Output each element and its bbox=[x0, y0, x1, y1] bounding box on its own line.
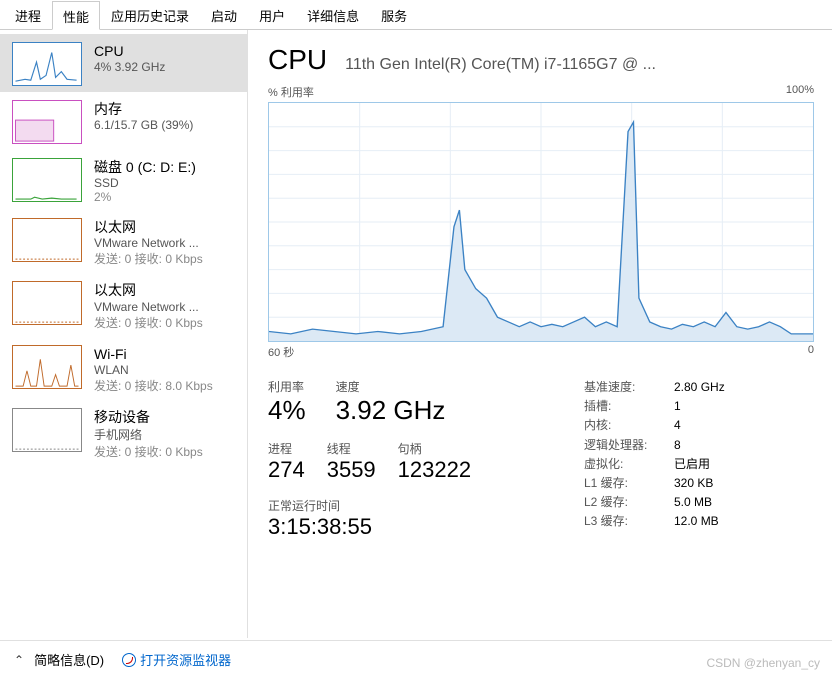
sidebar-title: 内存 bbox=[94, 100, 235, 118]
sidebar-item-mobile[interactable]: 移动设备手机网络发送: 0 接收: 0 Kbps bbox=[0, 400, 247, 466]
info-key: 内核: bbox=[584, 416, 674, 435]
watermark: CSDN @zhenyan_cy bbox=[706, 656, 820, 670]
sidebar-line2: 发送: 0 接收: 0 Kbps bbox=[94, 443, 235, 460]
med-stat-label: 句柄 bbox=[398, 440, 471, 457]
tab-5[interactable]: 详细信息 bbox=[296, 0, 370, 29]
sidebar-line1: 手机网络 bbox=[94, 426, 235, 443]
sidebar-line2: 发送: 0 接收: 0 Kbps bbox=[94, 250, 235, 267]
tabs-bar: 进程性能应用历史记录启动用户详细信息服务 bbox=[0, 0, 832, 30]
info-key: 基准速度: bbox=[584, 378, 674, 397]
sidebar-title: 以太网 bbox=[94, 281, 235, 299]
big-stat-label: 利用率 bbox=[268, 378, 306, 395]
sidebar-line2: 2% bbox=[94, 190, 235, 204]
info-row-0: 基准速度:2.80 GHz bbox=[584, 378, 814, 397]
info-row-1: 插槽:1 bbox=[584, 397, 814, 416]
sidebar-item-eth1[interactable]: 以太网VMware Network ...发送: 0 接收: 0 Kbps bbox=[0, 273, 247, 336]
big-stat-value: 3.92 GHz bbox=[336, 395, 446, 426]
sidebar-title: 以太网 bbox=[94, 218, 235, 236]
info-key: L1 缓存: bbox=[584, 474, 674, 493]
tab-3[interactable]: 启动 bbox=[200, 0, 248, 29]
tab-6[interactable]: 服务 bbox=[370, 0, 418, 29]
sidebar-line1: SSD bbox=[94, 176, 235, 190]
chart-top-left-label: % 利用率 bbox=[268, 84, 314, 100]
info-row-7: L3 缓存:12.0 MB bbox=[584, 512, 814, 531]
sidebar: CPU4% 3.92 GHz内存6.1/15.7 GB (39%)磁盘 0 (C… bbox=[0, 30, 248, 638]
thumb-cpu bbox=[12, 42, 82, 86]
sidebar-title: 磁盘 0 (C: D: E:) bbox=[94, 158, 235, 176]
chart-top-right-label: 100% bbox=[786, 84, 814, 100]
sidebar-line2: 发送: 0 接收: 0 Kbps bbox=[94, 314, 235, 331]
info-value: 5.0 MB bbox=[674, 493, 712, 512]
open-resource-monitor-label: 打开资源监视器 bbox=[140, 650, 231, 669]
sidebar-item-mem[interactable]: 内存6.1/15.7 GB (39%) bbox=[0, 92, 247, 150]
info-key: L2 缓存: bbox=[584, 493, 674, 512]
med-stat-value: 123222 bbox=[398, 457, 471, 483]
tab-0[interactable]: 进程 bbox=[4, 0, 52, 29]
info-row-3: 逻辑处理器:8 bbox=[584, 436, 814, 455]
resource-monitor-icon bbox=[122, 653, 136, 667]
thumb-mem bbox=[12, 100, 82, 144]
sidebar-line1: 4% 3.92 GHz bbox=[94, 60, 235, 74]
info-value: 320 KB bbox=[674, 474, 713, 493]
info-key: 虚拟化: bbox=[584, 455, 674, 474]
sidebar-line1: WLAN bbox=[94, 363, 235, 377]
thumb-disk bbox=[12, 158, 82, 202]
thumb-wifi bbox=[12, 345, 82, 389]
med-stat-0: 进程274 bbox=[268, 440, 305, 483]
thumb-mobile bbox=[12, 408, 82, 452]
sidebar-item-wifi[interactable]: Wi-FiWLAN发送: 0 接收: 8.0 Kbps bbox=[0, 337, 247, 400]
med-stat-value: 274 bbox=[268, 457, 305, 483]
page-title: CPU bbox=[268, 44, 327, 76]
med-stat-value: 3559 bbox=[327, 457, 376, 483]
cpu-model: 11th Gen Intel(R) Core(TM) i7-1165G7 @ .… bbox=[345, 56, 814, 74]
med-stat-label: 线程 bbox=[327, 440, 376, 457]
thumb-eth0 bbox=[12, 218, 82, 262]
big-stat-1: 速度3.92 GHz bbox=[336, 378, 446, 426]
tab-1[interactable]: 性能 bbox=[52, 1, 100, 30]
info-key: L3 缓存: bbox=[584, 512, 674, 531]
chevron-down-icon[interactable]: ⌃ bbox=[14, 653, 24, 667]
chart-bottom-left-label: 60 秒 bbox=[268, 344, 294, 360]
uptime-value: 3:15:38:55 bbox=[268, 514, 584, 540]
info-value: 2.80 GHz bbox=[674, 378, 725, 397]
big-stat-value: 4% bbox=[268, 395, 306, 426]
thumb-eth1 bbox=[12, 281, 82, 325]
med-stat-1: 线程3559 bbox=[327, 440, 376, 483]
info-value: 8 bbox=[674, 436, 681, 455]
sidebar-item-cpu[interactable]: CPU4% 3.92 GHz bbox=[0, 34, 247, 92]
sidebar-title: CPU bbox=[94, 42, 235, 60]
cpu-chart[interactable] bbox=[268, 102, 814, 342]
sidebar-item-eth0[interactable]: 以太网VMware Network ...发送: 0 接收: 0 Kbps bbox=[0, 210, 247, 273]
uptime-label: 正常运行时间 bbox=[268, 497, 584, 514]
info-row-4: 虚拟化:已启用 bbox=[584, 455, 814, 474]
sidebar-line1: 6.1/15.7 GB (39%) bbox=[94, 118, 235, 132]
info-value: 4 bbox=[674, 416, 681, 435]
info-row-5: L1 缓存:320 KB bbox=[584, 474, 814, 493]
info-value: 1 bbox=[674, 397, 681, 416]
sidebar-title: 移动设备 bbox=[94, 408, 235, 426]
med-stat-label: 进程 bbox=[268, 440, 305, 457]
big-stat-label: 速度 bbox=[336, 378, 446, 395]
sidebar-line1: VMware Network ... bbox=[94, 300, 235, 314]
chart-bottom-right-label: 0 bbox=[808, 344, 814, 360]
main-panel: CPU 11th Gen Intel(R) Core(TM) i7-1165G7… bbox=[248, 30, 832, 638]
sidebar-title: Wi-Fi bbox=[94, 345, 235, 363]
sidebar-line1: VMware Network ... bbox=[94, 236, 235, 250]
info-row-6: L2 缓存:5.0 MB bbox=[584, 493, 814, 512]
info-key: 插槽: bbox=[584, 397, 674, 416]
sidebar-item-disk[interactable]: 磁盘 0 (C: D: E:)SSD2% bbox=[0, 150, 247, 210]
info-value: 12.0 MB bbox=[674, 512, 719, 531]
info-value: 已启用 bbox=[674, 455, 710, 474]
brief-info-link[interactable]: 简略信息(D) bbox=[34, 650, 104, 669]
info-row-2: 内核:4 bbox=[584, 416, 814, 435]
med-stat-2: 句柄123222 bbox=[398, 440, 471, 483]
info-key: 逻辑处理器: bbox=[584, 436, 674, 455]
sidebar-line2: 发送: 0 接收: 8.0 Kbps bbox=[94, 377, 235, 394]
tab-2[interactable]: 应用历史记录 bbox=[100, 0, 200, 29]
big-stat-0: 利用率4% bbox=[268, 378, 306, 426]
open-resource-monitor-link[interactable]: 打开资源监视器 bbox=[122, 650, 231, 669]
tab-4[interactable]: 用户 bbox=[248, 0, 296, 29]
